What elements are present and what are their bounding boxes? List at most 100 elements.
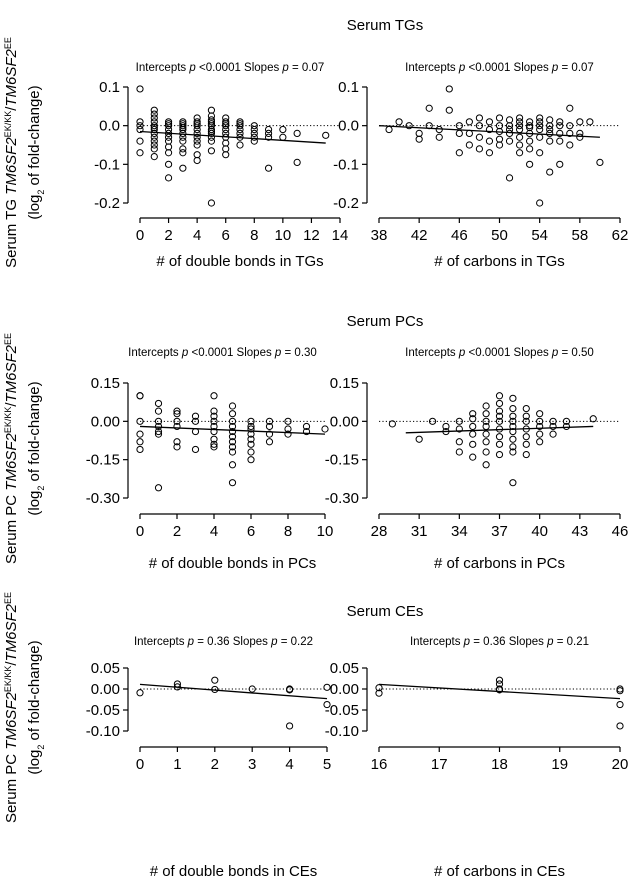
y-tick-label: -0.05 xyxy=(325,702,359,719)
data-point xyxy=(455,438,463,446)
data-point xyxy=(465,129,473,137)
regression-line xyxy=(139,130,326,144)
x-tick-label: 8 xyxy=(284,523,292,540)
data-point xyxy=(228,448,237,456)
data-point xyxy=(193,151,201,159)
x-tick-label: 5 xyxy=(323,756,331,773)
x-tick-label: 19 xyxy=(551,756,568,773)
data-point xyxy=(210,427,218,436)
data-point xyxy=(136,417,144,425)
data-point xyxy=(509,427,517,436)
data-point xyxy=(164,174,173,182)
data-point xyxy=(228,417,237,425)
y-axis-sublabel: (log2 of fold-change) xyxy=(26,85,46,219)
y-tick-label: -0.1 xyxy=(333,156,359,173)
y-axis-label: Serum TG TM6SF2EK/KK/TM6SF2EE xyxy=(3,37,20,268)
data-point xyxy=(495,407,504,415)
data-point xyxy=(222,139,230,147)
data-point xyxy=(522,412,530,420)
p-value-annotation: Intercepts p <0.0001 Slopes p = 0.07 xyxy=(405,62,594,74)
x-tick-label: 46 xyxy=(451,227,468,244)
data-point xyxy=(536,417,544,425)
data-point xyxy=(428,417,437,425)
y-tick-label: 0.15 xyxy=(91,375,120,392)
data-point xyxy=(136,137,144,145)
x-tick-label: 50 xyxy=(491,227,508,244)
x-tick-label: 6 xyxy=(222,227,230,244)
x-tick-label: 3 xyxy=(248,756,256,773)
data-point xyxy=(173,417,181,425)
data-point xyxy=(509,443,517,451)
y-tick-label: 0.00 xyxy=(330,413,359,430)
x-tick-label: 18 xyxy=(491,756,508,773)
x-axis-label: # of double bonds in TGs xyxy=(156,253,323,270)
data-point xyxy=(482,461,490,469)
data-point xyxy=(193,118,201,126)
data-point xyxy=(469,453,477,461)
y-tick-label: 0.1 xyxy=(338,79,359,96)
data-point xyxy=(136,149,144,157)
data-point xyxy=(616,700,624,709)
data-point xyxy=(515,114,524,122)
p-value-annotation: Intercepts p <0.0001 Slopes p = 0.07 xyxy=(136,62,325,74)
data-point xyxy=(616,722,624,730)
data-point xyxy=(562,422,571,431)
data-point xyxy=(250,129,258,137)
data-point xyxy=(495,135,504,143)
regression-line xyxy=(139,425,326,435)
data-point xyxy=(546,129,554,137)
data-point xyxy=(375,689,383,697)
data-point xyxy=(293,158,301,166)
data-point xyxy=(193,122,201,130)
x-tick-label: 42 xyxy=(411,227,428,244)
data-point xyxy=(475,145,484,153)
data-point xyxy=(136,125,144,134)
x-tick-label: 8 xyxy=(250,227,258,244)
data-point xyxy=(210,417,218,425)
x-tick-label: 37 xyxy=(491,523,508,540)
y-tick-label: -0.2 xyxy=(94,195,120,212)
data-point xyxy=(150,114,158,122)
data-point xyxy=(150,145,158,153)
data-point xyxy=(395,118,403,126)
data-point xyxy=(405,122,413,130)
data-point xyxy=(265,430,274,438)
data-point xyxy=(556,129,564,137)
data-point xyxy=(388,420,396,428)
data-point xyxy=(495,392,504,400)
data-point xyxy=(509,412,517,420)
data-point xyxy=(515,125,524,134)
data-point xyxy=(164,137,173,145)
panel-1: Serum TGs Intercepts p <0.0001 Slopes p =… xyxy=(3,17,423,270)
data-point xyxy=(264,129,273,137)
data-point xyxy=(164,143,173,151)
data-point xyxy=(323,683,331,691)
data-point xyxy=(247,440,255,448)
data-point xyxy=(154,427,163,436)
data-point xyxy=(482,438,490,446)
x-tick-label: 2 xyxy=(164,227,172,244)
panel-6: Intercepts p = 0.36 Slopes p = 0.21 0.05 0… xyxy=(325,636,629,880)
data-point xyxy=(522,433,530,441)
data-point xyxy=(222,145,230,153)
data-point xyxy=(191,417,200,425)
data-point xyxy=(228,422,237,431)
data-point xyxy=(247,435,255,443)
data-point xyxy=(546,116,554,124)
data-point xyxy=(164,133,173,141)
data-point xyxy=(164,160,173,168)
data-point xyxy=(236,118,244,126)
data-point xyxy=(415,135,423,143)
data-point xyxy=(556,122,564,130)
x-tick-label: 40 xyxy=(531,523,548,540)
data-point xyxy=(322,131,330,139)
data-point xyxy=(173,438,181,446)
data-point xyxy=(505,129,514,137)
data-point xyxy=(482,430,490,438)
data-point xyxy=(495,433,504,441)
data-point xyxy=(228,443,237,451)
data-point xyxy=(191,412,200,420)
panel-5: Serum CEs Intercepts p = 0.36 Slopes p = … xyxy=(3,592,423,880)
data-point xyxy=(509,417,517,425)
data-point xyxy=(536,125,544,134)
